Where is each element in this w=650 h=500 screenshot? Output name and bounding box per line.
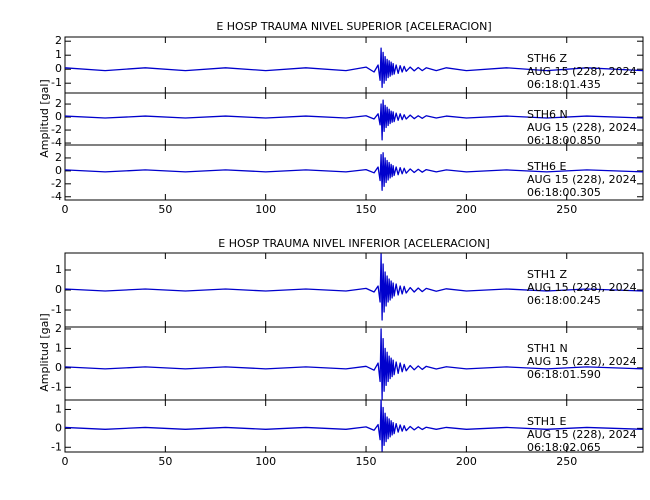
x-tick-label: 150 <box>356 203 377 216</box>
trace-annotation: AUG 15 (228), 2024 <box>527 428 637 441</box>
y-tick-label: 1 <box>55 263 62 276</box>
y-tick-label: 2 <box>55 322 62 335</box>
x-tick-label: 150 <box>356 455 377 468</box>
x-tick-label: 50 <box>158 455 172 468</box>
trace-annotation: STH6 E <box>527 160 566 173</box>
y-tick-label: -1 <box>51 76 62 89</box>
trace-annotation: 06:18:00.305 <box>527 186 601 199</box>
y-tick-label: 1 <box>55 48 62 61</box>
trace-annotation: STH1 E <box>527 415 566 428</box>
panel-frame <box>64 144 644 201</box>
x-tick-label: 200 <box>456 203 477 216</box>
waveform <box>64 253 644 321</box>
trace-annotation: STH1 N <box>527 342 568 355</box>
trace-annotation: AUG 15 (228), 2024 <box>527 355 637 368</box>
x-tick-label: 50 <box>158 203 172 216</box>
trace-annotation: AUG 15 (228), 2024 <box>527 173 637 186</box>
waveform <box>64 152 644 191</box>
y-tick-label: 0 <box>55 421 62 434</box>
y-tick-label: 0 <box>55 164 62 177</box>
trace-annotation: 06:18:00.245 <box>527 294 601 307</box>
waveform <box>64 399 644 452</box>
y-tick-label: 1 <box>55 402 62 415</box>
trace-annotation: 06:18:00.850 <box>527 134 601 147</box>
x-tick-label: 0 <box>62 455 69 468</box>
y-tick-label: -1 <box>51 440 62 453</box>
y-tick-label: -2 <box>51 123 62 136</box>
x-tick-label: 100 <box>255 203 276 216</box>
y-tick-label: 2 <box>55 97 62 110</box>
x-tick-label: 0 <box>62 203 69 216</box>
waveform <box>64 99 644 141</box>
chart-title: E HOSP TRAUMA NIVEL INFERIOR [ACELERACIO… <box>218 237 489 250</box>
y-tick-label: 0 <box>55 62 62 75</box>
chart-title: E HOSP TRAUMA NIVEL SUPERIOR [ACELERACIO… <box>216 20 491 33</box>
y-tick-label: -2 <box>51 177 62 190</box>
trace-annotation: STH6 Z <box>527 52 567 65</box>
x-tick-label: 250 <box>556 455 577 468</box>
y-tick-label: -1 <box>51 380 62 393</box>
y-tick-label: -4 <box>51 190 62 203</box>
y-tick-label: 1 <box>55 341 62 354</box>
x-tick-label: 100 <box>255 455 276 468</box>
trace-annotation: 06:18:01.435 <box>527 78 601 91</box>
y-tick-label: 0 <box>55 110 62 123</box>
trace-annotation: 06:18:02.065 <box>527 441 601 454</box>
trace-annotation: AUG 15 (228), 2024 <box>527 65 637 78</box>
trace-annotation: STH6 N <box>527 108 568 121</box>
y-tick-label: 0 <box>55 361 62 374</box>
x-tick-label: 200 <box>456 455 477 468</box>
y-axis-label: Amplitud [gal] <box>38 79 51 157</box>
y-tick-label: 0 <box>55 283 62 296</box>
y-tick-label: 2 <box>55 34 62 47</box>
waveform <box>64 328 644 400</box>
trace-annotation: AUG 15 (228), 2024 <box>527 281 637 294</box>
y-tick-label: 2 <box>55 151 62 164</box>
panel-frame <box>64 399 644 453</box>
trace-annotation: STH1 Z <box>527 268 567 281</box>
y-tick-label: -4 <box>51 136 62 149</box>
trace-annotation: 06:18:01.590 <box>527 368 601 381</box>
x-tick-label: 250 <box>556 203 577 216</box>
waveform <box>64 47 644 89</box>
y-tick-label: -1 <box>51 303 62 316</box>
trace-annotation: AUG 15 (228), 2024 <box>527 121 637 134</box>
y-axis-label: Amplitud [gal] <box>38 313 51 391</box>
